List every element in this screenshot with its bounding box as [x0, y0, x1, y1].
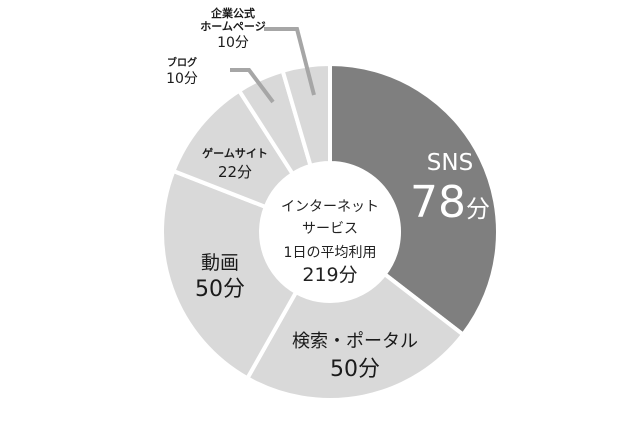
label-video-name: 動画 — [200, 252, 239, 274]
center-total: 219分 — [302, 264, 358, 286]
center-label: インターネット サービス 1日の平均利用 219分 — [260, 196, 400, 286]
center-line2: サービス — [302, 221, 358, 237]
donut-hole — [261, 163, 399, 301]
center-line3: 1日の平均利用 — [283, 245, 377, 261]
label-corporate: 企業公式 ホームページ 10分 — [188, 7, 278, 52]
label-sns-value: 78分 — [400, 178, 500, 229]
label-blog-value: 10分 — [166, 70, 198, 87]
label-sns-unit: 分 — [466, 195, 490, 224]
label-sns-name: SNS — [426, 150, 474, 176]
label-sns: SNS 78分 — [400, 150, 500, 229]
label-video: 動画 50分 — [180, 252, 260, 302]
label-game-name: ゲームサイト — [202, 147, 268, 160]
leader-line-blog — [230, 68, 275, 104]
label-blog: ブログ 10分 — [160, 58, 204, 87]
label-corporate-name2: ホームページ — [200, 19, 266, 33]
label-sns-number: 78 — [410, 177, 466, 229]
label-search-name: 検索・ポータル — [292, 331, 418, 352]
label-blog-name: ブログ — [167, 58, 197, 69]
label-corporate-name1: 企業公式 — [211, 7, 255, 20]
label-corporate-value: 10分 — [217, 35, 249, 52]
label-game-value: 22分 — [217, 162, 253, 181]
center-line1: インターネット — [281, 199, 379, 215]
label-video-value: 50分 — [195, 276, 245, 302]
label-search-value: 50分 — [330, 356, 380, 382]
leader-line-corporate — [264, 27, 316, 96]
label-game: ゲームサイト 22分 — [190, 147, 280, 181]
label-search: 検索・ポータル 50分 — [280, 331, 430, 382]
